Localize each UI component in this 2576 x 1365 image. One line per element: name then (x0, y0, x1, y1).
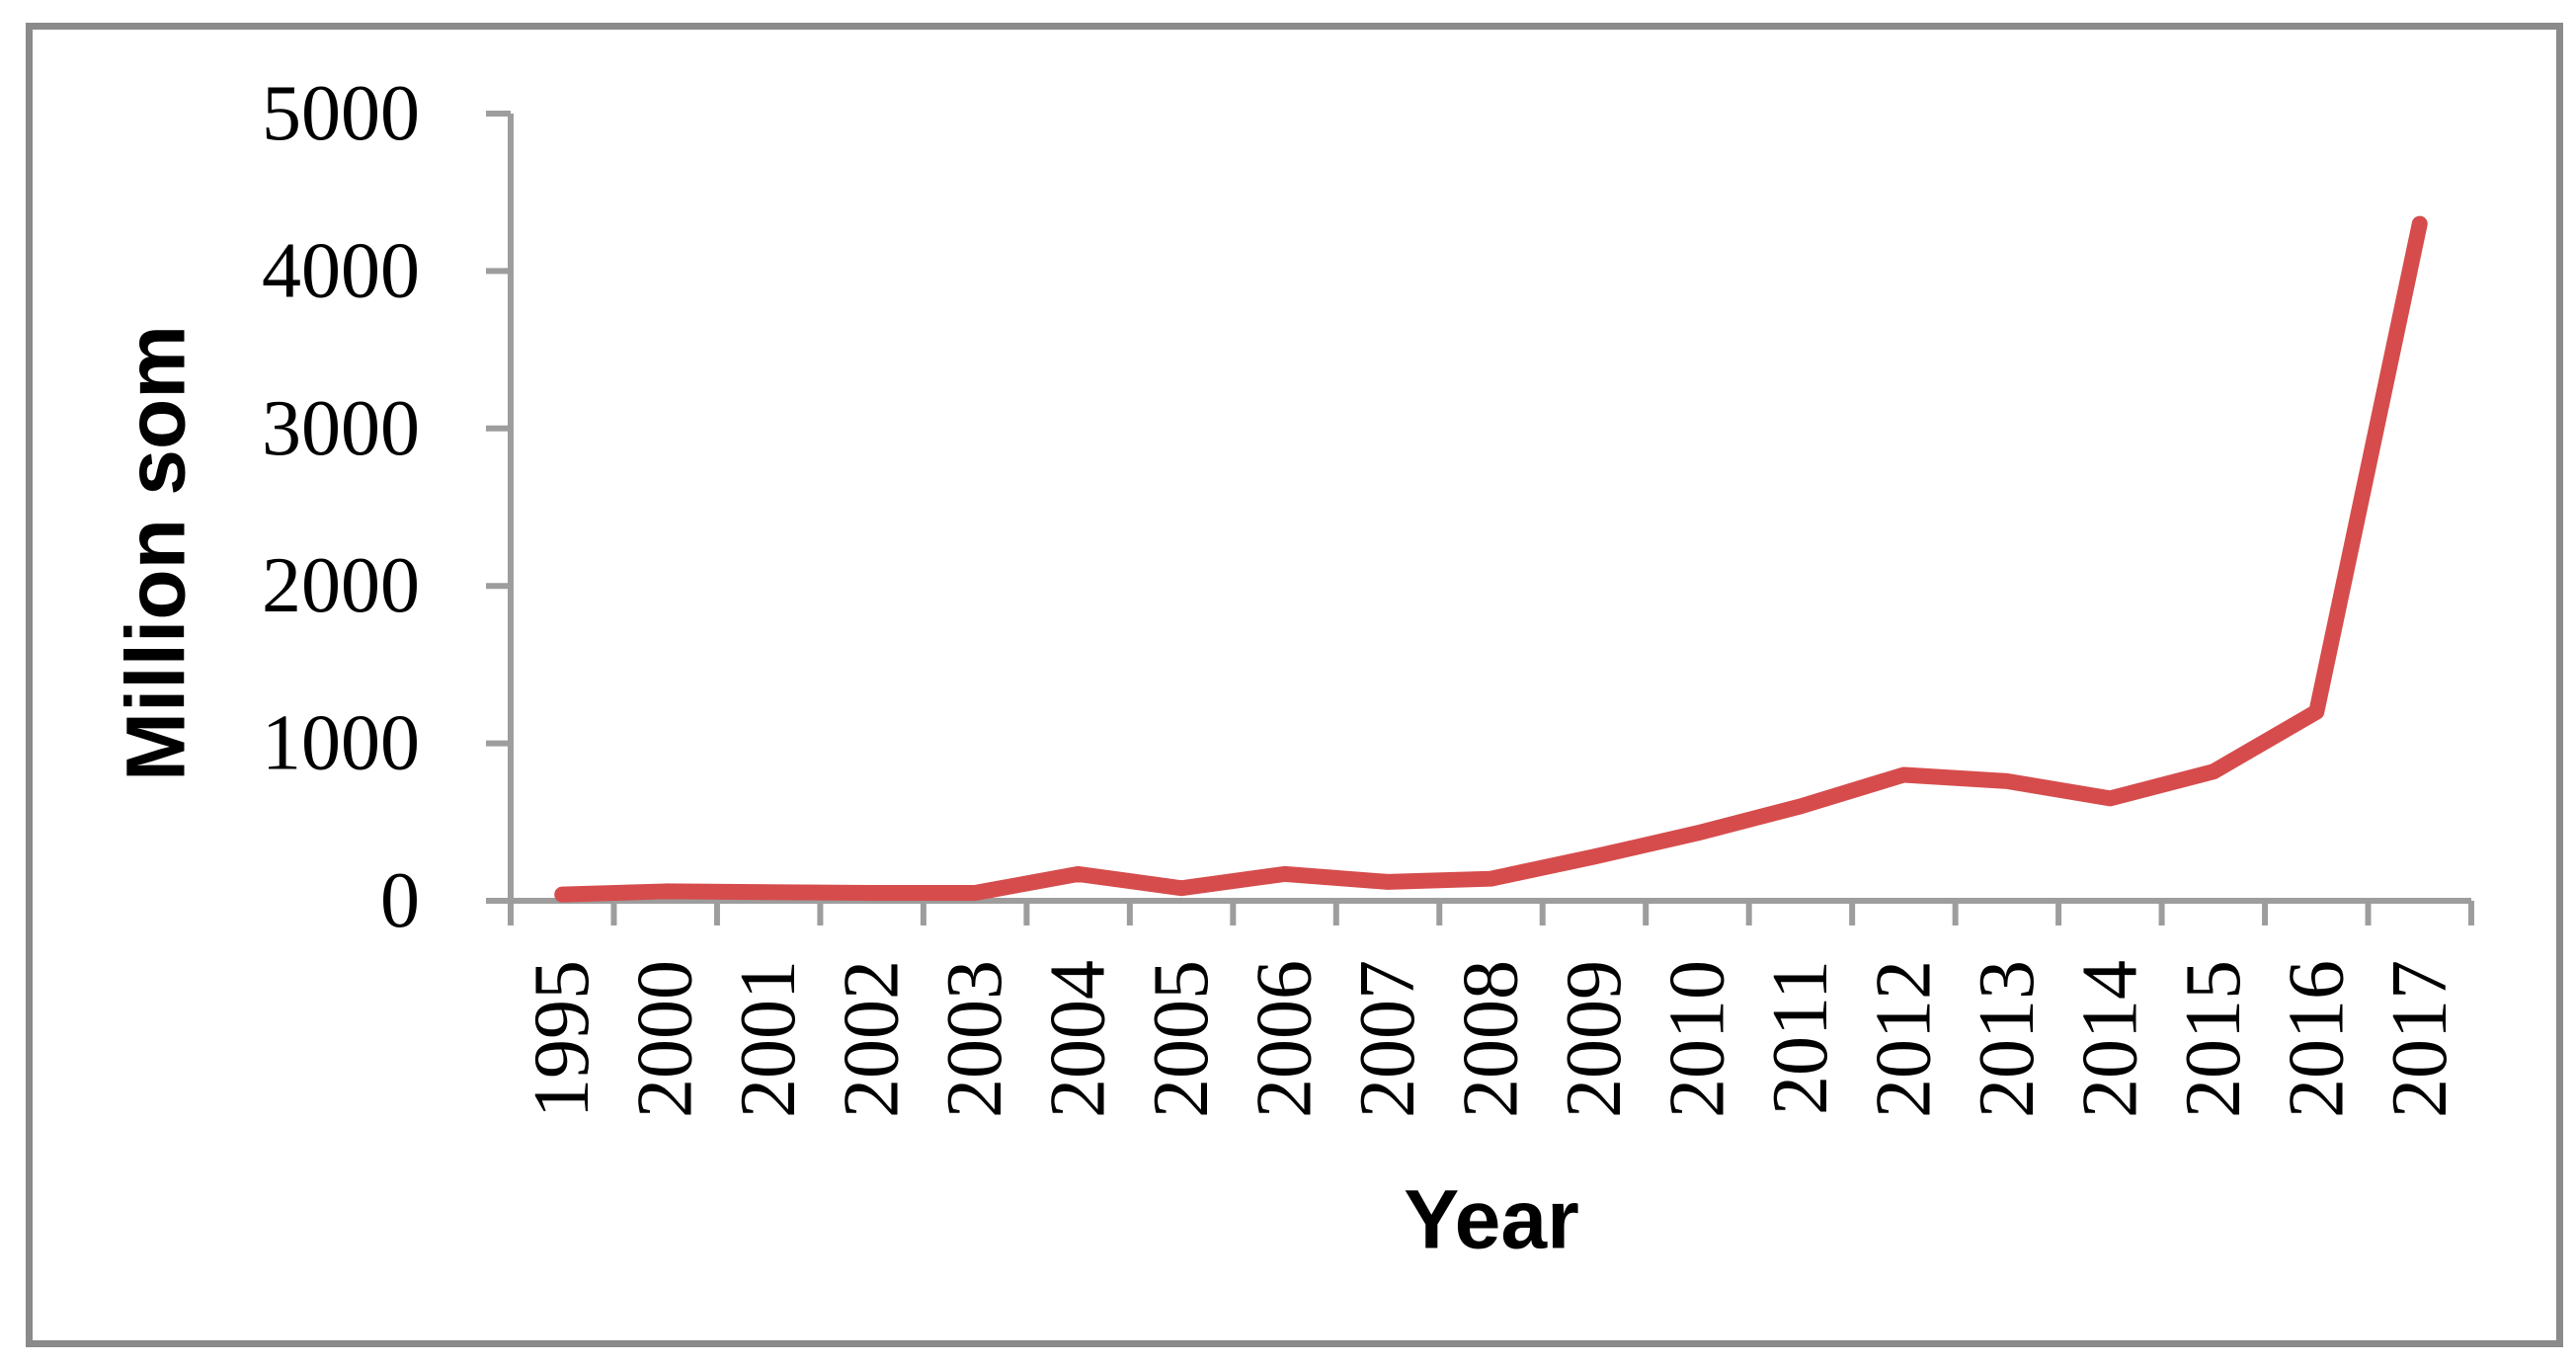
y-tick-label: 1000 (262, 700, 420, 787)
x-tick-label: 2013 (1964, 960, 2051, 1118)
x-tick-label: 2009 (1551, 960, 1638, 1118)
x-tick-label: 2007 (1344, 960, 1431, 1118)
x-tick-label: 2001 (725, 960, 812, 1118)
x-tick-label: 2008 (1448, 960, 1535, 1118)
x-tick-label: 2006 (1242, 960, 1328, 1118)
x-tick-label: 2000 (622, 960, 709, 1118)
x-tick-label: 2012 (1860, 960, 1947, 1118)
data-line-series (554, 215, 2428, 903)
x-tick-label: 2002 (829, 960, 916, 1118)
x-axis-title: Year (1404, 1172, 1579, 1266)
y-tick-label: 2000 (262, 542, 420, 629)
x-tick-label: 2011 (1757, 960, 1844, 1115)
y-tick-label: 0 (380, 857, 420, 944)
x-tick-label: 1995 (519, 960, 605, 1118)
x-tick-label: 2004 (1035, 960, 1122, 1118)
x-tick-label: 2005 (1138, 960, 1225, 1118)
x-tick-label: 2017 (2376, 960, 2463, 1118)
x-tick-label: 2015 (2170, 960, 2257, 1118)
x-tick-label: 2003 (931, 960, 1018, 1118)
x-tick-label: 2016 (2273, 960, 2360, 1118)
y-tick-label: 3000 (262, 385, 420, 472)
chart-border-frame (26, 23, 2563, 1347)
x-tick-label: 2010 (1653, 960, 1740, 1118)
x-tick-label: 2014 (2066, 960, 2153, 1118)
y-tick-label: 4000 (262, 227, 420, 314)
y-axis-title: Million som (109, 325, 202, 781)
y-tick-label: 5000 (262, 70, 420, 157)
